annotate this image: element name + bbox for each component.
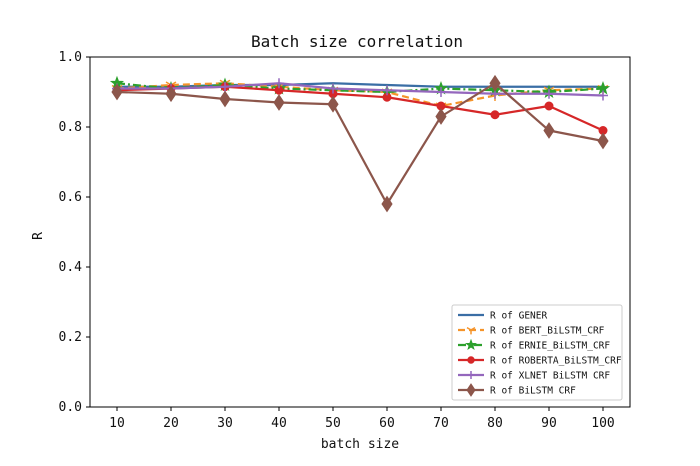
legend-box <box>451 304 623 401</box>
series-5 <box>111 74 609 213</box>
marker-stroke <box>466 326 472 331</box>
legend-item: R of ERNIE_BiLSTM_CRF <box>458 338 610 352</box>
legend-label: R of ROBERTA_BiLSTM_CRF <box>490 356 622 367</box>
legend-label: R of GENER <box>490 311 547 322</box>
data-point <box>490 110 500 120</box>
legend: R of GENER R of BERT_BiLSTM_CRF R of ERNIE… <box>451 304 623 401</box>
data-point <box>436 87 446 97</box>
y-tick-label: 0.2 <box>59 330 82 345</box>
legend-item: R of ROBERTA_BiLSTM_CRF <box>458 356 622 367</box>
x-tick-label: 70 <box>433 416 449 431</box>
data-point <box>381 195 393 213</box>
x-tick-label: 10 <box>109 416 125 431</box>
legend-item: R of BERT_BiLSTM_CRF <box>458 326 605 337</box>
data-point <box>219 90 231 108</box>
data-point <box>274 78 284 89</box>
x-tick-label: 40 <box>271 416 287 431</box>
y-tick-label: 0.4 <box>59 260 83 275</box>
data-point <box>273 94 285 111</box>
data-point <box>598 90 608 101</box>
x-tick-label: 20 <box>163 416 179 431</box>
data-point <box>544 88 554 99</box>
legend-marker <box>466 383 476 397</box>
y-tick-label: 1.0 <box>59 50 82 65</box>
legend-marker <box>467 356 475 364</box>
data-point <box>327 95 339 113</box>
chart-title: Batch size correlation <box>251 32 463 51</box>
data-point <box>543 122 555 139</box>
marker-stroke <box>470 326 476 331</box>
legend-label: R of XLNET BiLSTM CRF <box>490 371 610 382</box>
legend-label: R of ERNIE_BiLSTM_CRF <box>490 341 610 352</box>
legend-label: R of BERT_BiLSTM_CRF <box>490 326 605 337</box>
legend-marker <box>466 326 476 335</box>
data-point <box>435 108 447 125</box>
legend-item: R of BiLSTM CRF <box>458 383 576 397</box>
x-tick-label: 80 <box>487 416 503 431</box>
data-point <box>382 85 392 96</box>
y-axis-label: R <box>31 232 46 240</box>
series-line <box>116 82 604 206</box>
legend-marker <box>465 338 477 351</box>
data-point <box>165 85 177 103</box>
x-tick-label: 90 <box>541 416 557 431</box>
series-4 <box>112 78 608 101</box>
data-point <box>489 74 501 92</box>
data-point <box>111 83 123 101</box>
y-tick-label: 0.8 <box>59 120 82 135</box>
data-point <box>597 132 609 150</box>
legend-label: R of BiLSTM CRF <box>490 386 576 397</box>
plot-frame <box>89 56 631 408</box>
legend-item: R of GENER <box>458 311 547 322</box>
plot-area: 10 20 30 40 50 60 70 80 90 100 0.0 0.2 0.4 0.6 0.8 1.0 <box>59 50 631 431</box>
x-axis-label: batch size <box>321 437 399 452</box>
data-point <box>220 81 230 92</box>
x-tick-label: 30 <box>217 416 233 431</box>
series-line <box>117 82 604 97</box>
y-tick-label: 0.6 <box>59 190 82 205</box>
x-tick-label: 50 <box>325 416 341 431</box>
x-tick-label: 100 <box>591 416 614 431</box>
x-tick-label: 60 <box>379 416 395 431</box>
data-point <box>544 101 554 111</box>
legend-marker <box>467 371 475 379</box>
y-tick-label: 0.0 <box>59 400 82 415</box>
legend-item: R of XLNET BiLSTM CRF <box>458 371 610 382</box>
data-point <box>328 83 338 94</box>
